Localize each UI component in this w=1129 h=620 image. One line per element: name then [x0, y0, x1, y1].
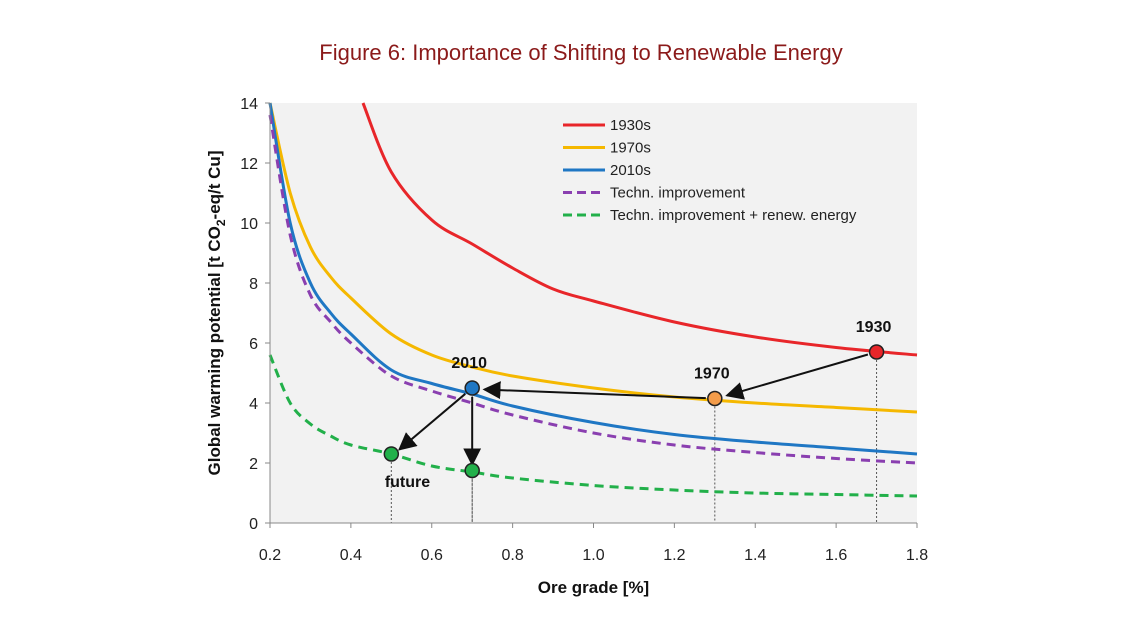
y-axis-label-subscript: 2	[214, 219, 228, 226]
x-tick-label: 0.4	[340, 547, 362, 564]
x-tick-label: 1.8	[906, 547, 928, 564]
plot-area	[270, 103, 917, 523]
point-label: 2010	[451, 355, 487, 372]
y-tick-label: 4	[249, 396, 258, 413]
x-axis-label: Ore grade [%]	[538, 578, 649, 597]
legend-label: Techn. improvement	[610, 185, 746, 202]
y-axis-label: Global warming potential [t CO2-eq/t Cu]	[205, 151, 228, 476]
legend-label: Techn. improvement + renew. energy	[610, 207, 857, 224]
arrow	[482, 381, 706, 400]
y-tick-label: 12	[240, 156, 258, 173]
figure-title: Figure 6: Importance of Shifting to Rene…	[319, 40, 843, 65]
series-line-0	[361, 102, 918, 357]
y-tick-label: 2	[249, 456, 258, 473]
x-tick-label: 0.2	[259, 547, 281, 564]
y-tick-label: 0	[249, 516, 258, 533]
y-tick-label: 8	[249, 276, 258, 293]
legend-label: 1930s	[610, 117, 651, 134]
x-tick-label: 0.6	[421, 547, 443, 564]
y-tick-label: 6	[249, 336, 258, 353]
series-line-3	[268, 114, 918, 465]
data-point	[868, 344, 885, 360]
x-tick-label: 0.8	[502, 547, 524, 564]
arrow	[725, 353, 869, 400]
arrow	[398, 393, 466, 451]
annotation-label: future	[385, 474, 430, 491]
y-axis-label-suffix: -eq/t Cu]	[205, 151, 224, 220]
y-axis-label-prefix: Global warming potential [t CO	[205, 226, 224, 475]
y-tick-label: 10	[240, 216, 258, 233]
x-tick-label: 1.6	[825, 547, 847, 564]
legend-label: 2010s	[610, 162, 651, 179]
series-line-1	[268, 102, 918, 414]
x-tick-label: 1.2	[663, 547, 685, 564]
data-point	[464, 462, 480, 479]
y-tick-label: 14	[240, 96, 258, 113]
data-point	[464, 380, 480, 396]
data-point	[707, 390, 723, 407]
point-label: 1970	[694, 366, 730, 383]
legend-label: 1970s	[610, 140, 651, 157]
x-tick-label: 1.0	[582, 547, 604, 564]
x-tick-label: 1.4	[744, 547, 766, 564]
point-label: 1930	[856, 319, 892, 336]
data-point	[383, 446, 400, 462]
